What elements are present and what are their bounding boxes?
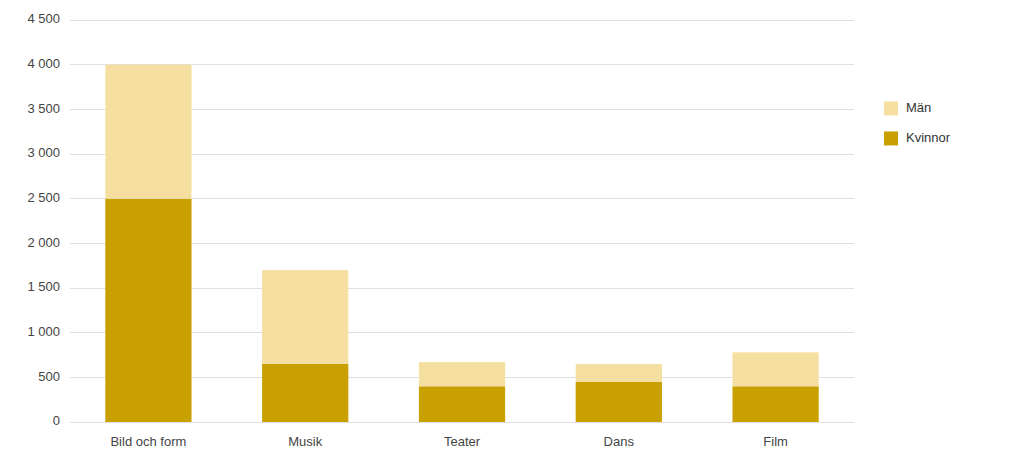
bar-segment — [105, 199, 191, 422]
y-tick-label: 4 500 — [27, 11, 60, 26]
y-tick-label: 4 000 — [27, 56, 60, 71]
y-tick-label: 3 500 — [27, 101, 60, 116]
bar-segment — [262, 270, 348, 364]
legend-swatch — [884, 131, 898, 145]
y-tick-label: 1 500 — [27, 279, 60, 294]
bar-segment — [732, 352, 818, 386]
bar-segment — [262, 364, 348, 422]
y-tick-label: 0 — [53, 413, 60, 428]
legend: Män Kvinnor — [884, 100, 951, 146]
y-tick-label: 2 000 — [27, 235, 60, 250]
y-tick-label: 1 000 — [27, 324, 60, 339]
grid — [70, 20, 854, 422]
y-tick-label: 2 500 — [27, 190, 60, 205]
bars — [105, 65, 818, 422]
x-axis: Bild och form Musik Teater Dans Film — [110, 434, 787, 449]
x-tick-label: Musik — [288, 434, 322, 449]
x-tick-label: Film — [763, 434, 788, 449]
chart-container: 0 500 1 000 1 500 2 000 2 500 3 000 3 500 4 000 4… — [0, 0, 1024, 467]
legend-label: Kvinnor — [906, 130, 951, 145]
x-tick-label: Dans — [604, 434, 635, 449]
x-tick-label: Bild och form — [110, 434, 186, 449]
y-tick-label: 3 000 — [27, 145, 60, 160]
y-tick-label: 500 — [38, 369, 60, 384]
x-tick-label: Teater — [444, 434, 481, 449]
y-axis: 0 500 1 000 1 500 2 000 2 500 3 000 3 500 4 000 4… — [27, 11, 60, 428]
legend-swatch — [884, 101, 898, 115]
bar-segment — [732, 386, 818, 422]
legend-label: Män — [906, 100, 931, 115]
bar-segment — [419, 386, 505, 422]
bar-segment — [576, 382, 662, 422]
bar-segment — [105, 65, 191, 199]
bar-segment — [419, 362, 505, 386]
bar-segment — [576, 364, 662, 382]
chart-svg: 0 500 1 000 1 500 2 000 2 500 3 000 3 500 4 000 4… — [0, 0, 1024, 467]
grid-line — [70, 20, 854, 21]
